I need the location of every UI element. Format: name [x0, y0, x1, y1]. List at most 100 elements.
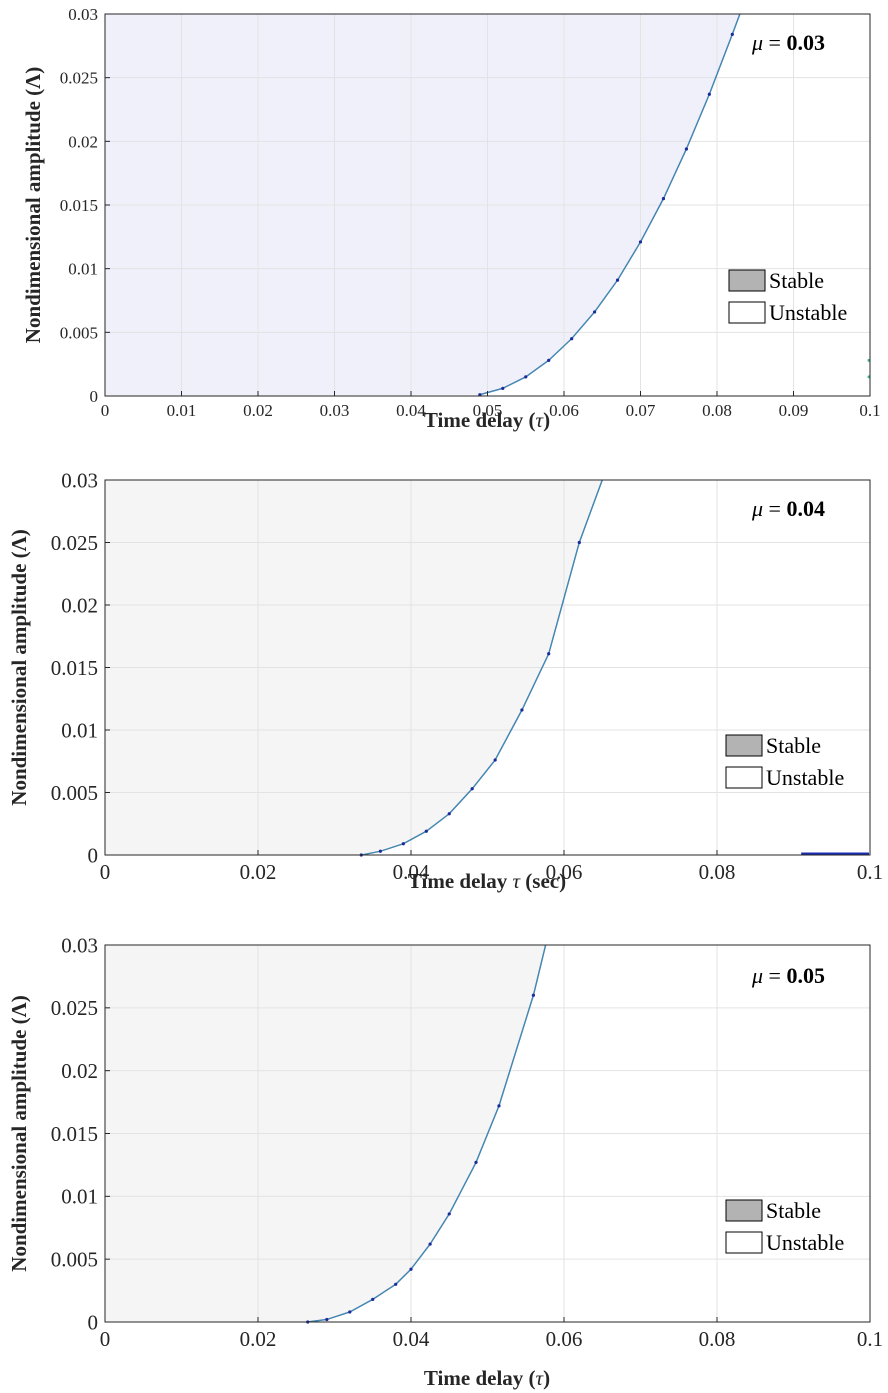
x-tick-label: 0.02 — [243, 401, 273, 420]
legend-label-stable: Stable — [766, 733, 821, 758]
x-tick-label: 0.08 — [702, 401, 732, 420]
legend-swatch-stable — [725, 1199, 763, 1222]
mu-annotation: μ = 0.04 — [751, 496, 825, 521]
y-axis-label: Nondimensional amplitude (Λ) — [21, 67, 45, 343]
boundary-point — [401, 842, 405, 846]
x-tick-label: 0.03 — [320, 401, 350, 420]
boundary-point — [501, 386, 505, 390]
legend-label-unstable: Unstable — [769, 300, 847, 325]
x-axis-label: Time delay (τ) — [424, 1366, 550, 1390]
y-tick-label: 0.03 — [61, 933, 98, 957]
x-tick-label: 0.06 — [549, 401, 579, 420]
x-tick-label: 0.05 — [473, 401, 503, 420]
x-tick-label: 0.1 — [857, 860, 883, 884]
legend-swatch-stable — [725, 734, 763, 757]
boundary-point — [547, 652, 551, 656]
boundary-point — [497, 1104, 501, 1108]
x-tick-label: 0.04 — [396, 401, 426, 420]
legend-label-stable: Stable — [766, 1198, 821, 1223]
x-tick-label: 0.04 — [393, 1327, 430, 1351]
legend-label-unstable: Unstable — [766, 765, 844, 790]
legend-label-stable: Stable — [769, 268, 824, 293]
boundary-point — [409, 1267, 413, 1271]
y-tick-label: 0.03 — [68, 5, 98, 24]
boundary-point — [371, 1297, 375, 1301]
mu-annotation: μ = 0.05 — [751, 963, 825, 988]
boundary-point — [707, 92, 711, 96]
boundary-point — [348, 1310, 352, 1314]
legend-label-unstable: Unstable — [766, 1230, 844, 1255]
legend-swatch-unstable — [725, 766, 763, 789]
y-tick-label: 0.02 — [61, 593, 98, 617]
boundary-point — [325, 1317, 329, 1322]
y-tick-label: 0.01 — [68, 260, 98, 279]
boundary-point — [447, 1212, 451, 1216]
boundary-point — [615, 278, 620, 282]
y-tick-label: 0.01 — [61, 718, 98, 742]
boundary-point — [524, 375, 528, 379]
y-tick-label: 0.005 — [51, 781, 98, 805]
boundary-point — [638, 240, 643, 244]
boundary-point — [447, 812, 451, 816]
x-tick-label: 0.04 — [393, 860, 430, 884]
x-tick-label: 0.06 — [546, 860, 583, 884]
boundary-point — [547, 358, 551, 362]
boundary-line-secondary — [307, 945, 547, 1322]
y-tick-label: 0.015 — [51, 1122, 98, 1146]
x-axis-label: Time delay (τ) — [424, 408, 550, 432]
y-axis-label: Nondimensional amplitude (Λ) — [7, 995, 31, 1271]
x-tick-label: 0.01 — [167, 401, 197, 420]
boundary-point — [424, 829, 428, 833]
boundary-point — [474, 1160, 478, 1165]
boundary-point — [394, 1282, 398, 1286]
y-tick-label: 0.02 — [61, 1059, 98, 1083]
boundary-point — [577, 540, 581, 545]
boundary-point — [684, 147, 689, 151]
boundary-point — [493, 758, 497, 762]
mu-annotation: μ = 0.03 — [751, 30, 825, 55]
x-tick-label: 0.1 — [857, 1327, 883, 1351]
y-tick-label: 0.025 — [51, 531, 98, 555]
x-axis-label: Time delay τ (sec) — [408, 869, 566, 893]
y-tick-label: 0.005 — [60, 323, 98, 342]
boundary-point — [593, 310, 597, 314]
y-tick-label: 0 — [88, 1310, 99, 1334]
x-tick-label: 0 — [100, 1327, 111, 1351]
chart-panel-1: 0 0.01 0.02 0.03 0.04 0.05 0.06 0.07 0.08 0.09 0.1… — [21, 5, 881, 432]
y-tick-label: 0.005 — [51, 1248, 98, 1272]
boundary-point — [520, 708, 524, 712]
y-tick-label: 0.025 — [60, 69, 98, 88]
y-tick-label: 0.01 — [61, 1185, 98, 1209]
boundary-point — [531, 993, 536, 997]
chart-panel-2: 0 0.02 0.04 0.06 0.08 0.1 0 0.005 0.01 0.015 0.02 0… — [7, 468, 883, 893]
x-tick-label: 0.1 — [859, 401, 880, 420]
x-tick-label: 0.02 — [240, 860, 277, 884]
x-tick-label: 0.09 — [779, 401, 809, 420]
x-tick-label: 0.06 — [546, 1327, 583, 1351]
y-tick-label: 0.015 — [60, 196, 98, 215]
x-tick-label: 0.08 — [699, 860, 736, 884]
boundary-point — [378, 849, 382, 853]
y-tick-label: 0.025 — [51, 996, 98, 1020]
x-tick-label: 0 — [101, 401, 110, 420]
legend-swatch-unstable — [725, 1231, 763, 1254]
y-axis-label: Nondimensional amplitude (Λ) — [7, 529, 31, 805]
chart-panel-3: 0 0.02 0.04 0.06 0.08 0.1 0 0.005 0.01 0.015 0.02 0… — [7, 933, 883, 1390]
boundary-point — [570, 337, 574, 341]
boundary-point — [428, 1242, 432, 1246]
y-tick-label: 0 — [90, 387, 99, 406]
boundary-point — [470, 787, 474, 791]
legend-swatch-unstable — [728, 301, 766, 324]
x-tick-label: 0.08 — [699, 1327, 736, 1351]
boundary-point — [661, 197, 666, 201]
y-tick-label: 0 — [88, 843, 99, 867]
legend-swatch-stable — [728, 269, 766, 292]
y-tick-label: 0.02 — [68, 132, 98, 151]
x-tick-label: 0 — [100, 860, 111, 884]
x-tick-label: 0.07 — [626, 401, 656, 420]
x-tick-label: 0.02 — [240, 1327, 277, 1351]
boundary-point — [730, 32, 734, 36]
y-tick-label: 0.03 — [61, 468, 98, 492]
y-tick-label: 0.015 — [51, 656, 98, 680]
